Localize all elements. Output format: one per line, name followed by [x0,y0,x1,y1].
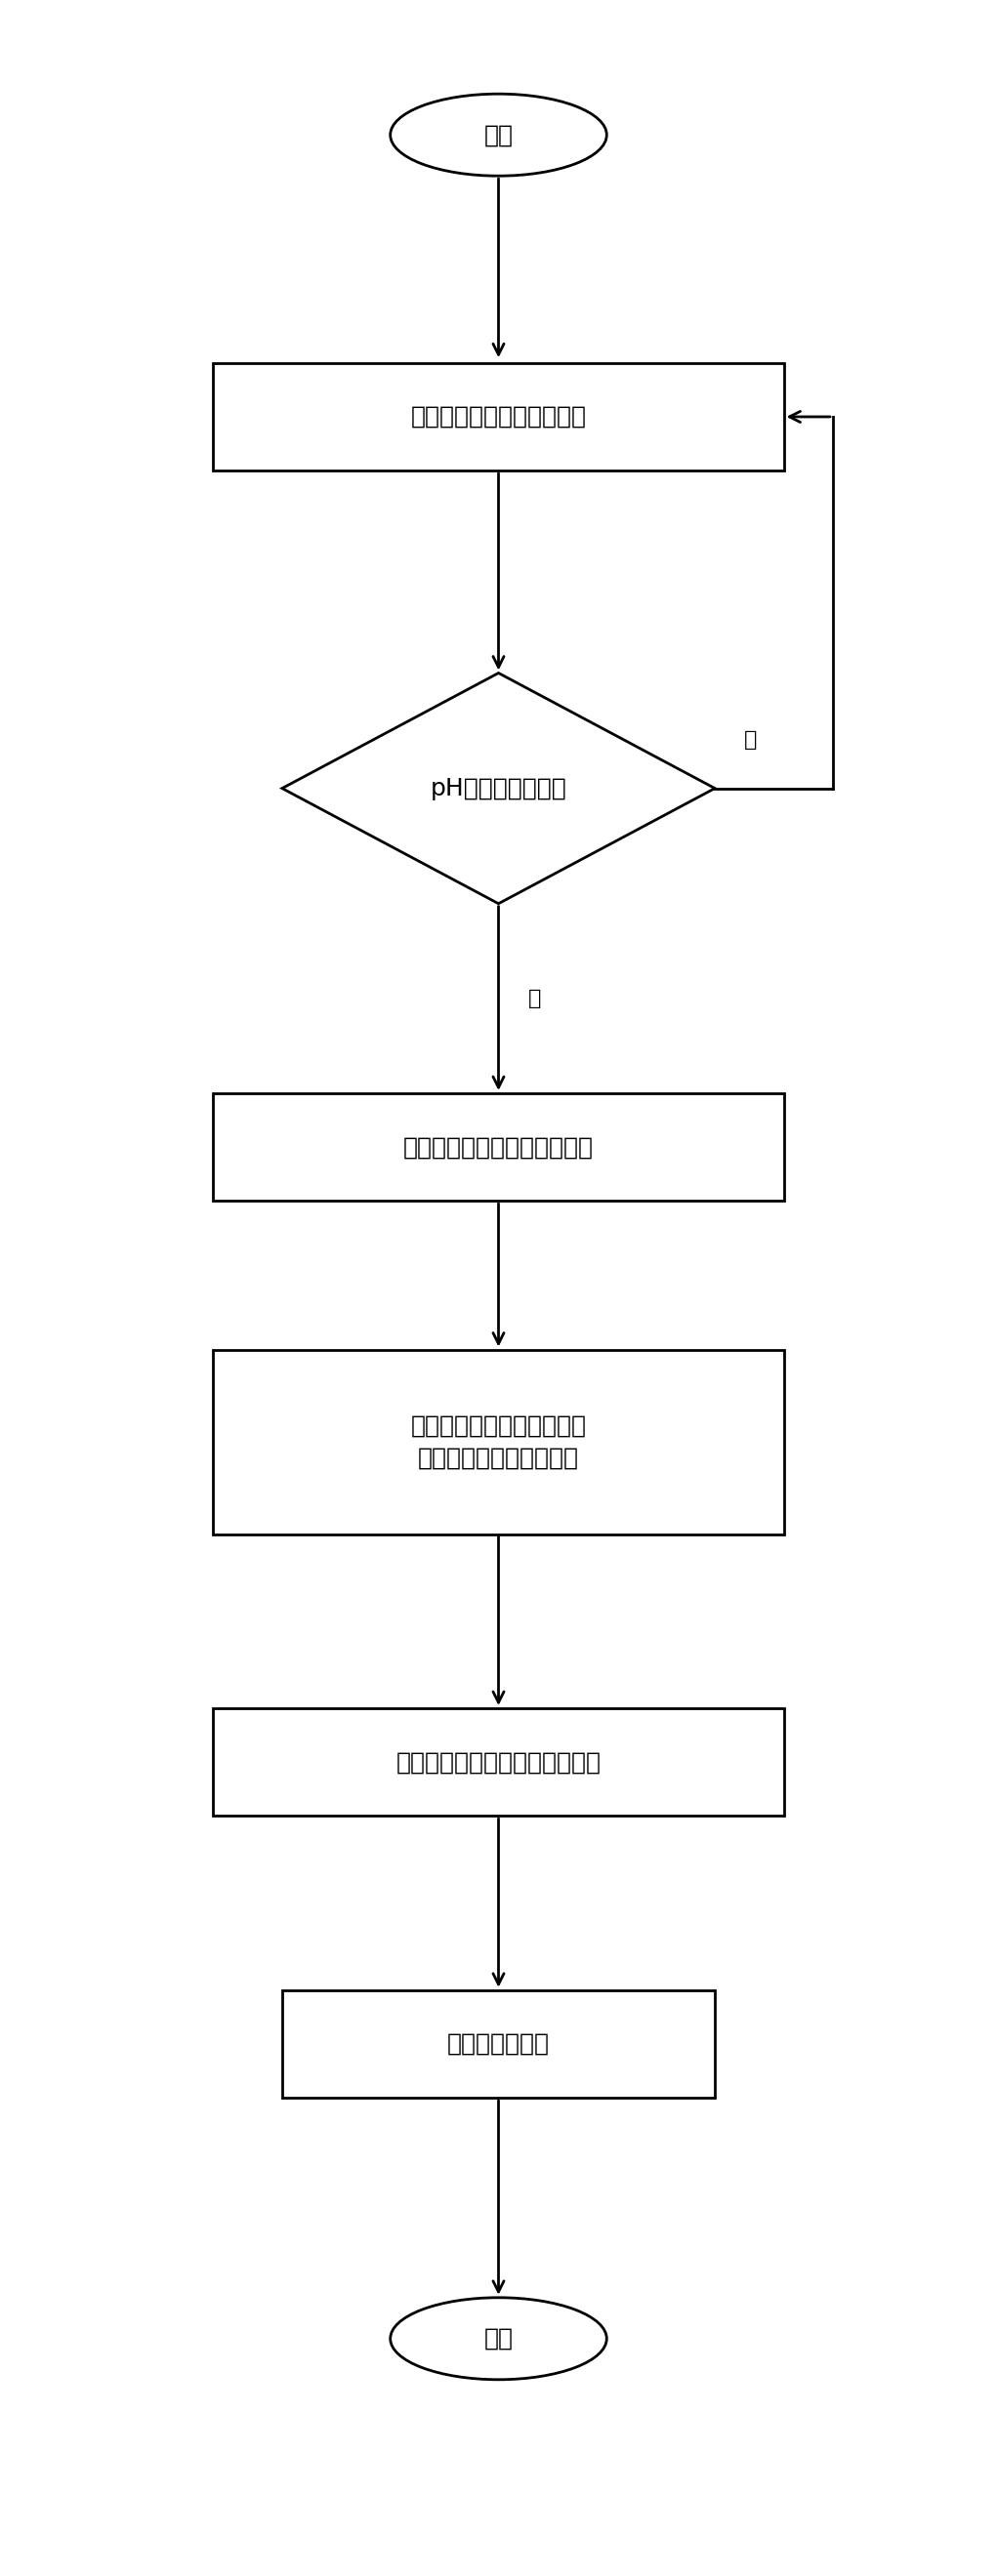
Text: 水下传感器节点发出定位请求: 水下传感器节点发出定位请求 [404,1136,593,1159]
Text: 否: 否 [745,732,758,750]
Polygon shape [282,672,715,904]
Text: 开始: 开始 [484,124,513,147]
Text: 结束: 结束 [484,2326,513,2349]
Text: 是: 是 [528,989,541,1007]
FancyBboxPatch shape [213,363,784,471]
Ellipse shape [390,2298,607,2380]
Text: 设定原油泄漏时的激活阈值: 设定原油泄漏时的激活阈值 [411,404,586,428]
Text: 解算泄漏点坐标: 解算泄漏点坐标 [448,2032,549,2056]
Text: pH值是否低于阈值: pH值是否低于阈值 [431,775,566,801]
FancyBboxPatch shape [282,1991,715,2097]
FancyBboxPatch shape [213,1092,784,1200]
Ellipse shape [390,93,607,175]
FancyBboxPatch shape [213,1708,784,1816]
FancyBboxPatch shape [213,1350,784,1533]
Text: 建立基于异步时钟下的距离方程: 建立基于异步时钟下的距离方程 [396,1749,601,1775]
Text: 水下机器人与水下传感节点
进行异步时钟下信息交互: 水下机器人与水下传感节点 进行异步时钟下信息交互 [411,1414,586,1471]
